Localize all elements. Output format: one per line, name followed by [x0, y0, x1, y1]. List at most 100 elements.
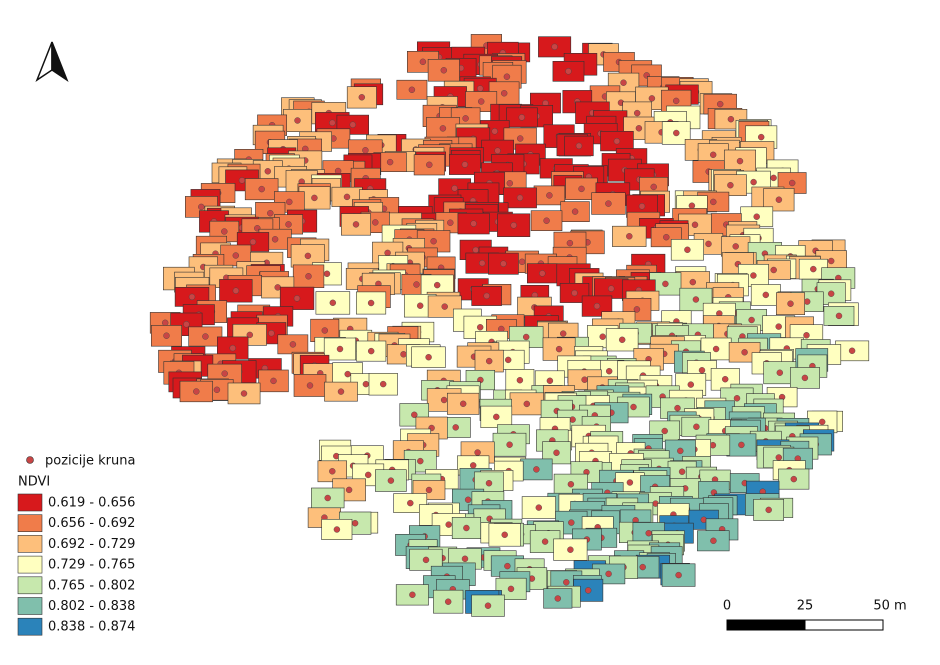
crown-position — [486, 357, 493, 365]
crown-position — [787, 300, 794, 307]
crown-position — [430, 237, 437, 245]
crown-position — [835, 312, 843, 320]
crown-position — [372, 219, 379, 226]
crown-position — [349, 121, 356, 128]
crown-position — [619, 336, 626, 343]
crown-position — [409, 591, 416, 598]
crown-position — [221, 228, 228, 235]
crown-position — [472, 246, 479, 254]
crown-position — [501, 531, 508, 538]
crown-position — [183, 321, 190, 328]
crown-position — [504, 562, 511, 570]
crown-position — [571, 289, 578, 297]
north-arrow — [35, 41, 69, 82]
crown-position — [736, 157, 744, 165]
crown-position — [650, 183, 657, 191]
crown-position — [439, 125, 447, 132]
crown-position — [505, 356, 512, 364]
crown-position — [606, 368, 613, 375]
crown-position — [722, 376, 729, 383]
legend-label: 0.656 - 0.692 — [48, 516, 135, 531]
crown-position — [803, 332, 810, 339]
crown-position — [765, 506, 772, 514]
legend-label: 0.802 - 0.838 — [48, 599, 135, 614]
crown-position — [484, 602, 492, 609]
crown-position — [268, 330, 275, 337]
crown-position — [516, 194, 524, 202]
crown-position — [738, 441, 745, 449]
legend-swatch — [17, 514, 43, 533]
crown-position — [477, 324, 484, 331]
crown-position — [770, 266, 777, 274]
crown-position — [264, 168, 271, 175]
crown-position — [693, 423, 700, 430]
crown-position — [329, 119, 336, 127]
crown-position — [304, 252, 312, 260]
crown-position — [789, 179, 796, 187]
crown-position — [229, 344, 236, 352]
crown-position — [727, 181, 734, 189]
crown-position — [553, 449, 560, 456]
crown-position — [407, 499, 414, 507]
crown-position — [635, 125, 643, 132]
crown-position — [661, 427, 668, 435]
crown-position — [479, 259, 486, 267]
crown-position — [440, 67, 447, 74]
crown-position — [605, 200, 612, 207]
crown-position — [478, 98, 485, 105]
crown-position — [566, 239, 574, 247]
crown-position — [727, 115, 735, 123]
crown-position — [213, 386, 221, 393]
crown-position — [344, 370, 351, 378]
crown-position — [546, 192, 553, 199]
crown-position — [563, 579, 570, 586]
crown-position — [352, 221, 360, 228]
crown-position — [762, 291, 769, 299]
crown-position — [630, 403, 637, 411]
crown-position — [741, 349, 748, 356]
legend-swatch — [17, 576, 43, 595]
crown-position — [662, 280, 669, 288]
crown-position — [810, 265, 817, 273]
crown-position — [687, 381, 694, 388]
crown-position — [684, 246, 691, 254]
legend-label: 0.619 - 0.656 — [48, 496, 135, 511]
crown-position — [551, 43, 558, 50]
crown-position — [533, 466, 540, 473]
crown-position — [294, 117, 301, 124]
crown-position — [417, 302, 424, 309]
crown-position — [770, 174, 777, 182]
crown-position — [578, 185, 585, 193]
crown-position — [677, 447, 684, 455]
crown-position — [678, 468, 686, 475]
crown-position — [626, 479, 634, 486]
crown-position — [333, 526, 341, 533]
crown-position — [413, 281, 420, 288]
crown-position — [249, 238, 257, 246]
crown-position — [828, 257, 835, 265]
crown-position — [384, 249, 391, 257]
crown-position — [710, 198, 717, 206]
crown-position — [645, 530, 652, 537]
crown-position — [380, 380, 387, 388]
legend-label: 0.692 - 0.729 — [48, 537, 135, 552]
crown-layer — [149, 34, 870, 617]
crown-position — [323, 270, 331, 277]
crown-position — [329, 468, 336, 475]
crown-position — [367, 299, 375, 307]
crown-position — [733, 395, 741, 402]
crown-position — [500, 260, 507, 267]
scale-label: 50 m — [873, 599, 906, 614]
crown-position — [445, 598, 452, 605]
crown-position — [221, 370, 228, 377]
legend-label: 0.765 - 0.802 — [48, 578, 135, 593]
crown-position — [198, 203, 205, 211]
crown-position — [634, 109, 641, 117]
crown-position — [539, 270, 546, 277]
crown-position — [491, 128, 498, 135]
crown-position — [337, 388, 345, 395]
crown-position — [710, 151, 717, 159]
crown-position — [518, 114, 525, 121]
crown-position — [343, 193, 351, 201]
crown-position — [494, 147, 501, 154]
